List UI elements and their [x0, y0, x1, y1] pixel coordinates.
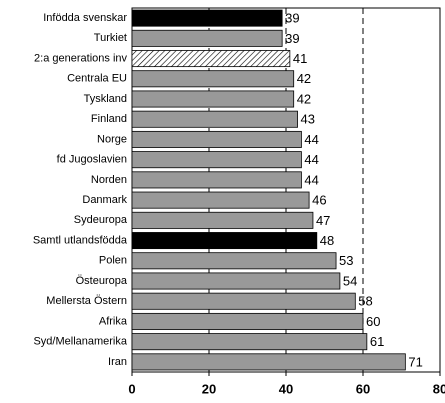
bar: [131, 211, 314, 229]
bar: [131, 232, 318, 250]
y-tick-label: fd Jugoslavien: [57, 154, 127, 166]
y-tick-label: Finland: [91, 113, 127, 125]
y-tick-label: Norden: [91, 174, 127, 186]
value-label: 53: [339, 253, 353, 268]
x-tick-label: 0: [128, 381, 135, 396]
bar: [131, 50, 291, 68]
y-tick-label: Tyskland: [84, 93, 127, 105]
bar: [131, 312, 364, 330]
value-label: 60: [366, 314, 380, 329]
y-tick-label: Centrala EU: [67, 73, 127, 85]
value-label: 39: [285, 31, 299, 46]
x-tick-label: 80: [433, 381, 445, 396]
y-tick-label: Polen: [99, 255, 127, 267]
y-tick-label: Danmark: [82, 194, 127, 206]
value-label: 42: [297, 91, 311, 106]
bar: [131, 292, 356, 310]
bar: [131, 353, 406, 371]
value-label: 43: [301, 112, 315, 127]
bar: [131, 272, 341, 290]
x-tick-label: 60: [356, 381, 370, 396]
value-label: 39: [285, 11, 299, 26]
x-tick-label: 40: [279, 381, 293, 396]
y-tick-label: Iran: [108, 356, 127, 368]
y-tick-label: Östeuropa: [76, 275, 128, 287]
value-label: 61: [370, 334, 384, 349]
value-label: 47: [316, 213, 330, 228]
bar: [131, 90, 295, 108]
x-tick-label: 20: [202, 381, 216, 396]
bar: [131, 130, 302, 148]
bar: [131, 70, 295, 88]
bar: [131, 151, 302, 169]
bar: [131, 191, 310, 209]
bar: [131, 29, 283, 47]
value-label: 46: [312, 193, 326, 208]
y-tick-label: 2:a generations inv: [34, 52, 127, 64]
y-tick-label: Norge: [97, 133, 127, 145]
value-label: 44: [304, 172, 318, 187]
y-tick-label: Turkiet: [94, 32, 127, 44]
value-label: 44: [304, 152, 318, 167]
y-tick-label: Samtl utlandsfödda: [33, 234, 128, 246]
bar: [131, 110, 298, 128]
y-tick-label: Sydeuropa: [74, 214, 128, 226]
value-label: 58: [358, 294, 372, 309]
value-label: 41: [293, 51, 307, 66]
bar: [131, 171, 302, 189]
y-tick-label: Infödda svenskar: [43, 12, 127, 24]
bar: [131, 9, 283, 27]
bar: [131, 333, 368, 351]
value-label: 42: [297, 71, 311, 86]
value-label: 44: [304, 132, 318, 147]
y-tick-label: Mellersta Östern: [46, 295, 127, 307]
y-tick-label: Afrika: [99, 315, 128, 327]
y-tick-label: Syd/Mellanamerika: [33, 336, 127, 348]
value-label: 71: [408, 354, 422, 369]
bar: [131, 252, 337, 270]
value-label: 54: [343, 273, 357, 288]
value-label: 48: [320, 233, 334, 248]
